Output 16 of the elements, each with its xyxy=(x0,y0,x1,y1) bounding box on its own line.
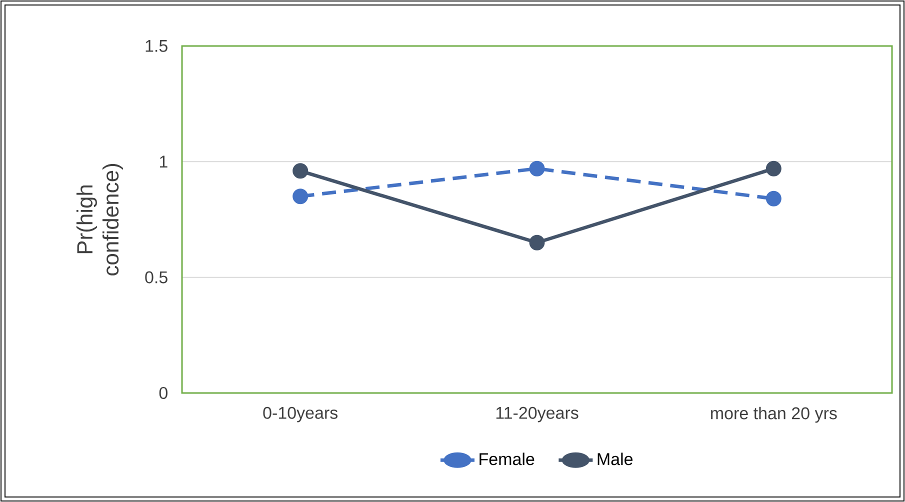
point xyxy=(529,160,545,176)
point xyxy=(766,160,782,176)
x-tick-label: 11-20years xyxy=(496,406,578,422)
y-tick-label: 0.5 xyxy=(145,271,168,284)
x-tick-label: 0-10years xyxy=(263,406,338,422)
legend-label: Male xyxy=(598,452,633,466)
y-axis-title: Pr(high confidence) xyxy=(76,164,123,276)
point xyxy=(529,234,545,250)
y-tick-label: 1 xyxy=(160,156,168,168)
x-tick-label: more than 20 yrs xyxy=(711,406,837,423)
point xyxy=(766,190,782,206)
y-tick-label: 1.5 xyxy=(146,40,168,52)
legend-label: Female xyxy=(480,452,534,466)
point xyxy=(292,188,308,204)
y-tick-label: 0 xyxy=(159,386,168,400)
point xyxy=(292,163,308,179)
